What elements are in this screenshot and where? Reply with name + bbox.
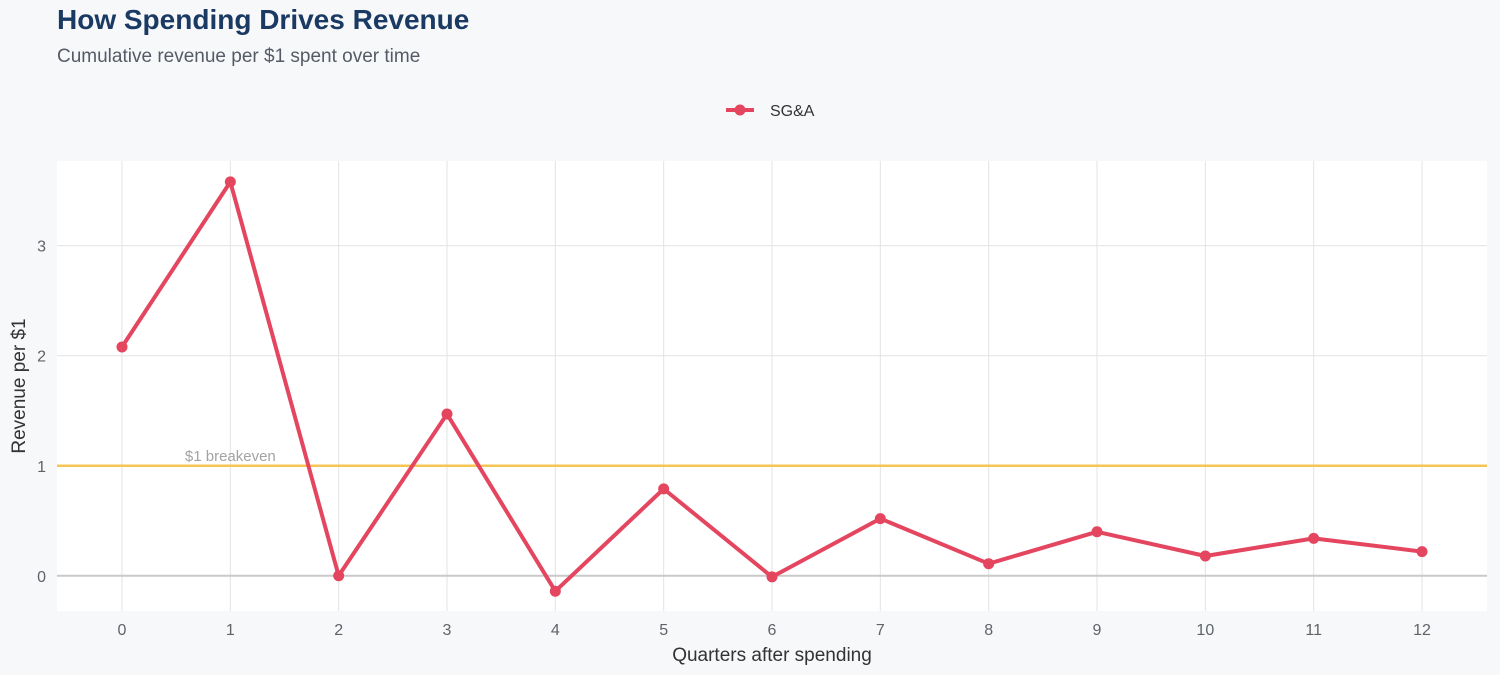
legend-swatch-marker <box>734 104 746 116</box>
x-tick-label: 9 <box>1093 622 1102 639</box>
x-tick-label: 11 <box>1305 622 1322 639</box>
chart-subtitle: Cumulative revenue per $1 spent over tim… <box>57 46 421 67</box>
y-tick-label: 1 <box>37 459 46 476</box>
y-axis-ticks: 0 1 2 3 <box>37 239 46 586</box>
data-point <box>658 483 670 495</box>
x-tick-label: 1 <box>226 622 235 639</box>
chart-title: How Spending Drives Revenue <box>57 4 470 35</box>
x-tick-label: 4 <box>551 622 560 639</box>
data-point <box>1416 546 1428 558</box>
x-tick-label: 7 <box>876 622 885 639</box>
data-point <box>1091 526 1103 538</box>
y-tick-label: 2 <box>37 349 46 366</box>
x-tick-label: 3 <box>443 622 452 639</box>
data-point <box>333 570 345 582</box>
x-axis-title: Quarters after spending <box>672 645 872 666</box>
data-point <box>549 585 561 597</box>
data-point <box>983 558 995 570</box>
data-point <box>116 341 128 353</box>
x-tick-label: 0 <box>118 622 127 639</box>
x-tick-label: 12 <box>1413 622 1431 639</box>
x-tick-label: 10 <box>1196 622 1214 639</box>
x-tick-label: 2 <box>334 622 343 639</box>
x-tick-label: 8 <box>984 622 993 639</box>
data-point <box>441 408 453 420</box>
y-axis-title: Revenue per $1 <box>9 318 30 453</box>
data-point <box>224 176 236 188</box>
data-point <box>874 513 886 525</box>
series-layer <box>116 176 1428 597</box>
x-axis-ticks: 0 1 2 3 4 5 6 7 8 9 10 11 12 <box>118 622 1431 639</box>
legend: SG&A <box>726 103 815 120</box>
x-tick-label: 6 <box>768 622 777 639</box>
y-tick-label: 3 <box>37 239 46 256</box>
data-point <box>1308 532 1320 544</box>
data-point <box>1199 550 1211 562</box>
y-tick-label: 0 <box>37 569 46 586</box>
x-tick-label: 5 <box>659 622 668 639</box>
data-point <box>766 571 778 583</box>
legend-label: SG&A <box>770 103 815 120</box>
breakeven-label: $1 breakeven <box>185 448 276 465</box>
